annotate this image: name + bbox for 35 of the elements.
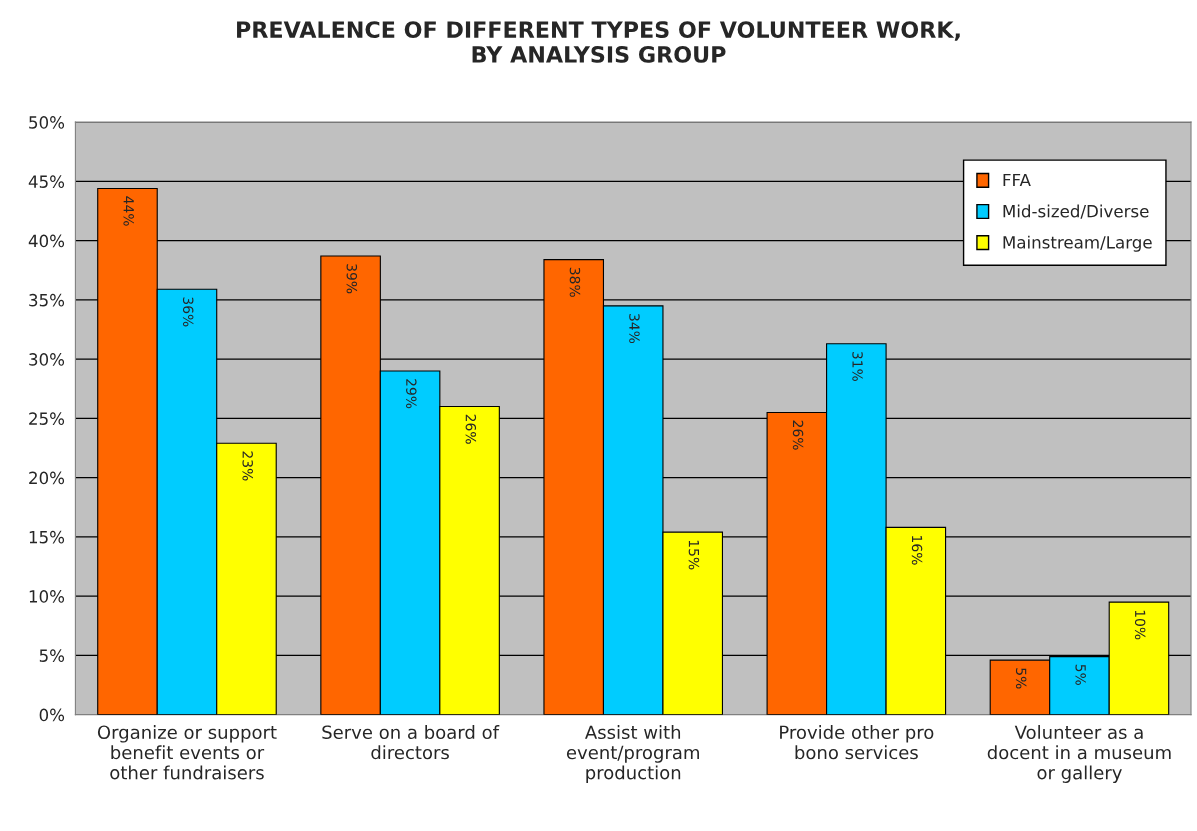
data-label: 38% [569, 267, 581, 297]
x-tick-label: Organize or support benefit events or other fundraisers [97, 725, 277, 780]
y-tick-label: 5% [39, 649, 65, 662]
data-label: 5% [1015, 668, 1027, 689]
y-tick-label: 10% [29, 590, 65, 603]
data-label: 44% [123, 196, 134, 226]
data-label: 15% [688, 540, 700, 570]
data-label: 34% [629, 314, 640, 344]
chart-title: PREVALENCE OF DIFFERENT TYPES OF VOLUNTEER WORK, BY ANALYSIS GROUP [237, 21, 960, 63]
data-label: 26% [792, 420, 804, 450]
y-tick-label: 50% [29, 116, 65, 129]
data-label: 23% [242, 451, 253, 481]
y-tick-label: 25% [29, 412, 65, 425]
data-label: 29% [406, 379, 417, 409]
data-label: 26% [465, 414, 477, 444]
data-label: 36% [182, 297, 194, 327]
data-label: 16% [911, 536, 923, 565]
y-tick-label: 35% [29, 293, 65, 307]
y-tick-label: 30% [29, 353, 65, 366]
legend-label: FFA [1003, 173, 1031, 187]
x-tick-label: Assist with event/program production [566, 725, 699, 783]
y-tick-label: 40% [28, 234, 65, 248]
y-tick-label: 20% [29, 471, 65, 485]
x-tick-label: Provide other pro bono services [780, 725, 934, 760]
data-label: 31% [852, 351, 863, 381]
y-tick-label: 45% [28, 175, 65, 188]
legend-label: Mid-sized/Diverse [1003, 204, 1149, 219]
data-label: 10% [1134, 610, 1146, 640]
data-label: 5% [1075, 664, 1086, 685]
legend-label: Mainstream/Large [1003, 235, 1152, 252]
x-tick-label: Serve on a board of directors [322, 725, 500, 760]
x-tick-label: Volunteer as a docent in a museum or gallery [987, 725, 1171, 783]
data-label: 39% [346, 264, 358, 294]
y-tick-label: 15% [29, 530, 65, 544]
y-tick-label: 0% [39, 708, 65, 722]
